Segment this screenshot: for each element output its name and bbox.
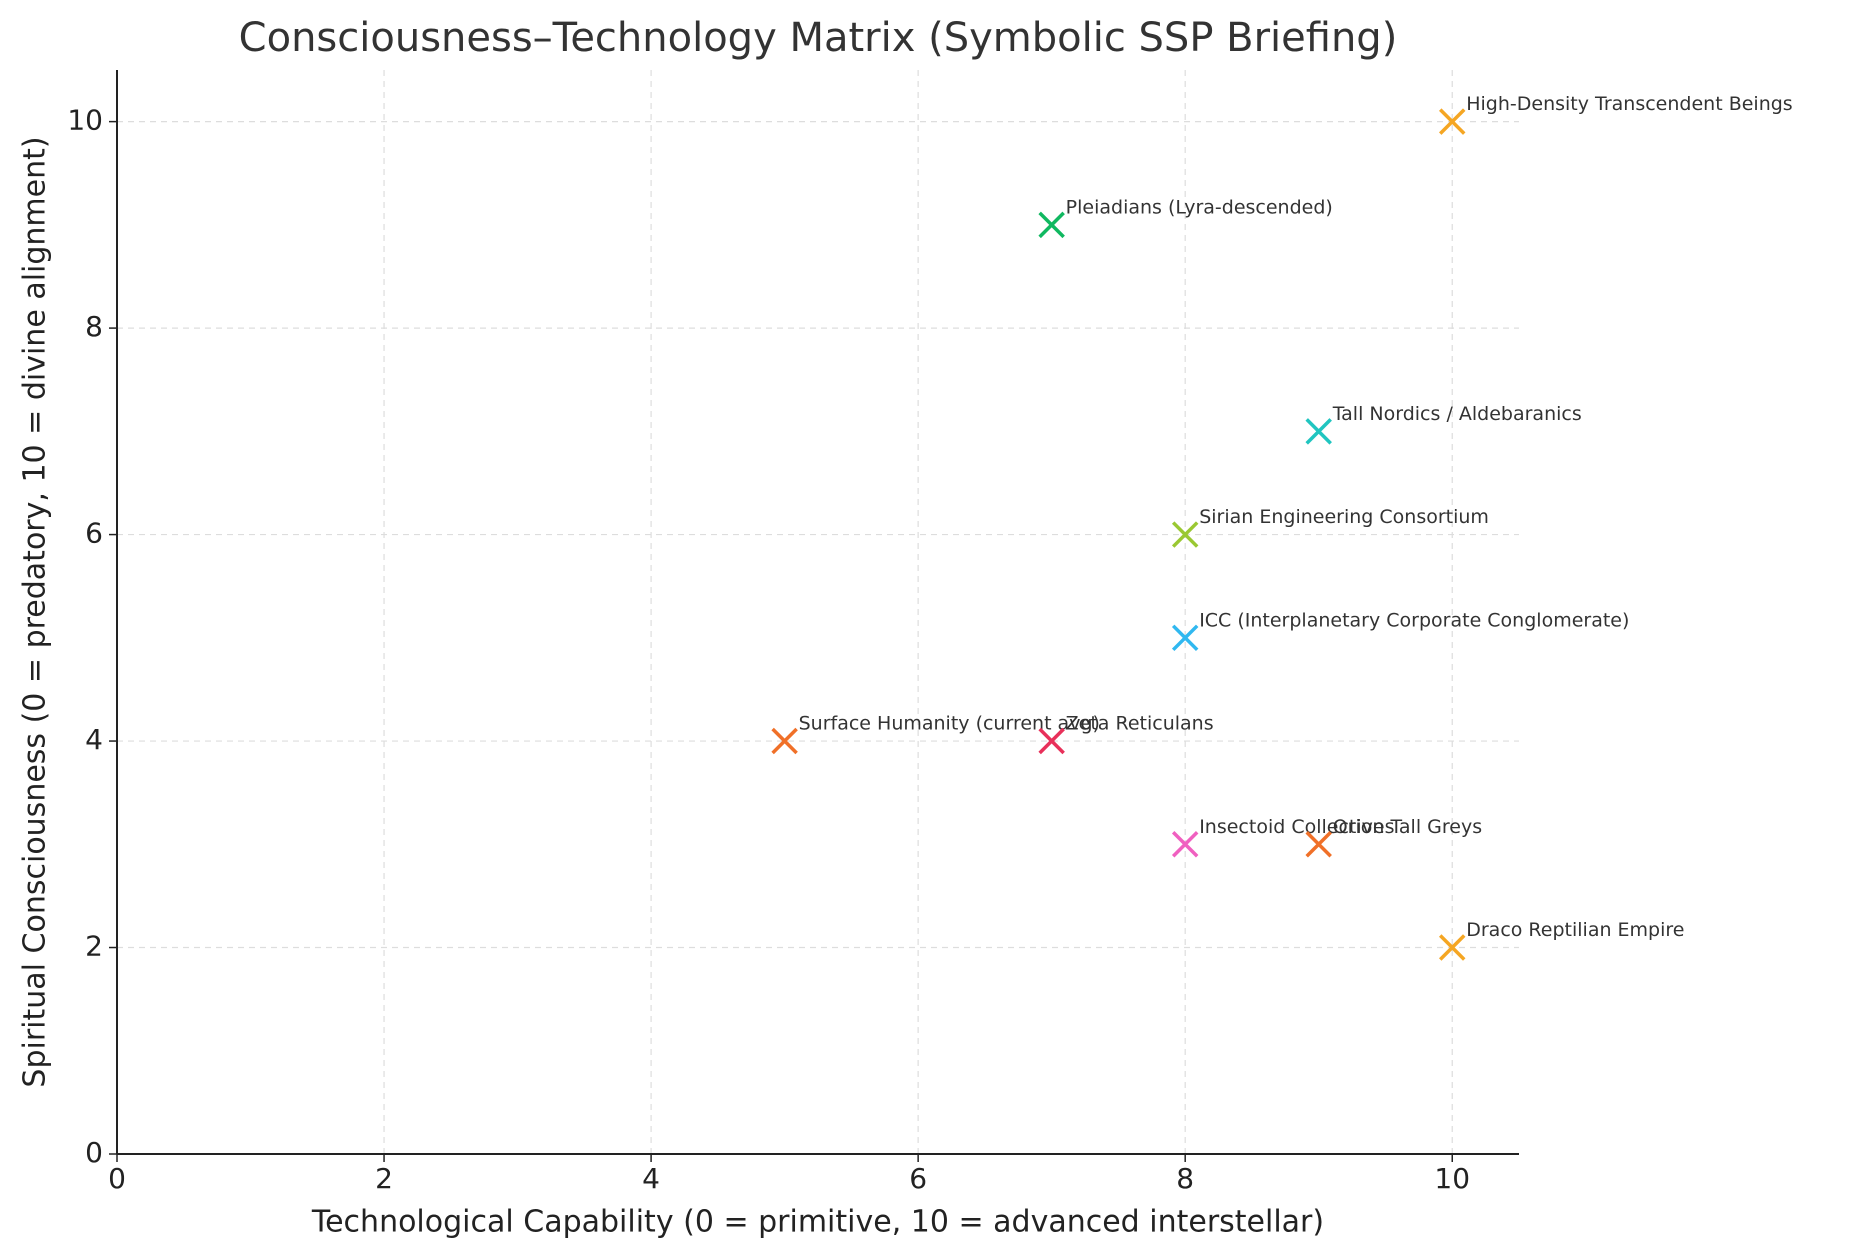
chart-title: Consciousness–Technology Matrix (Symboli… bbox=[239, 15, 1398, 61]
point bbox=[1171, 831, 1199, 858]
y-tick-label: 6 bbox=[85, 517, 103, 550]
point-label: Sirian Engineering Consortium bbox=[1199, 506, 1489, 528]
y-tick-label: 4 bbox=[85, 723, 103, 756]
point bbox=[1305, 418, 1332, 445]
y-tick-label: 0 bbox=[85, 1136, 103, 1169]
point-label: Orion Tall Greys bbox=[1333, 816, 1482, 838]
point bbox=[1439, 934, 1466, 961]
x-tick-label: 8 bbox=[1176, 1162, 1194, 1195]
y-axis-label: Spiritual Consciousness (0 = predatory, … bbox=[18, 136, 53, 1087]
x-tick-label: 4 bbox=[642, 1162, 660, 1195]
x-tick-label: 2 bbox=[375, 1162, 393, 1195]
point bbox=[1038, 211, 1065, 239]
point-label: Zeta Reticulans bbox=[1066, 713, 1214, 735]
x-tick-label: 6 bbox=[909, 1162, 927, 1195]
point bbox=[1171, 521, 1199, 548]
point-label: Draco Reptilian Empire bbox=[1466, 919, 1684, 941]
y-tick-label: 2 bbox=[85, 930, 103, 963]
point bbox=[1305, 831, 1332, 858]
point-label: Tall Nordics / Aldebaranics bbox=[1332, 403, 1582, 425]
point-label: ICC (Interplanetary Corporate Conglomera… bbox=[1199, 609, 1629, 631]
point-label: Surface Humanity (current avg) bbox=[799, 713, 1100, 735]
point-label: Pleiadians (Lyra-descended) bbox=[1066, 196, 1333, 218]
x-tick-label: 0 bbox=[108, 1162, 126, 1195]
point bbox=[1439, 108, 1466, 135]
point bbox=[1171, 624, 1199, 652]
y-tick-label: 10 bbox=[67, 104, 103, 137]
x-tick-label: 10 bbox=[1434, 1162, 1470, 1195]
x-axis-label: Technological Capability (0 = primitive,… bbox=[311, 1205, 1324, 1240]
point bbox=[771, 727, 798, 755]
y-tick-label: 8 bbox=[85, 310, 103, 343]
point-label: High-Density Transcendent Beings bbox=[1466, 93, 1792, 115]
point bbox=[1038, 727, 1065, 755]
point-label: Insectoid Collectives bbox=[1199, 816, 1394, 838]
